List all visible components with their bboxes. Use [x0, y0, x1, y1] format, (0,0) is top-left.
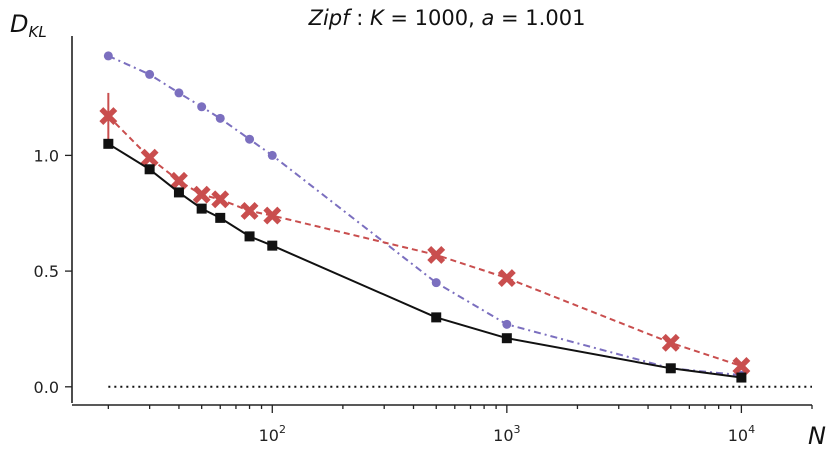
series-group: [99, 51, 751, 383]
y-tick-label: 0.0: [34, 378, 59, 397]
data-point-square: [103, 138, 114, 149]
x-axis-label: N: [808, 422, 826, 450]
chart-title: Zipf : K = 1000, a = 1.001: [308, 6, 586, 30]
data-point-x: [263, 206, 282, 225]
data-point-square: [501, 333, 512, 344]
data-point-circle: [174, 88, 184, 98]
series-line-black-solid-square: [107, 142, 742, 379]
data-point-x: [192, 185, 211, 204]
data-point-circle: [502, 319, 512, 329]
data-point-circle: [197, 102, 207, 112]
axes-group: [65, 36, 813, 413]
data-point-circle: [431, 278, 441, 288]
x-tick-label: 103: [493, 423, 520, 445]
y-tick-label: 0.5: [34, 262, 59, 281]
data-point-square: [431, 312, 442, 323]
x-tick-label: 102: [259, 423, 286, 445]
series-line-red-dashed-x: [107, 115, 742, 367]
y-tick-label: 1.0: [34, 146, 59, 165]
data-point-x: [99, 107, 118, 125]
data-point-square: [144, 164, 155, 175]
data-point-circle: [245, 134, 255, 144]
data-point-x: [240, 201, 259, 220]
data-point-x: [732, 357, 751, 375]
data-point-square: [665, 363, 676, 374]
data-point-x: [211, 190, 230, 209]
data-point-circle: [103, 51, 113, 61]
data-point-square: [736, 372, 747, 383]
data-point-x: [169, 171, 188, 190]
data-point-square: [267, 240, 278, 251]
data-point-square: [244, 231, 255, 242]
data-point-x: [427, 245, 446, 264]
y-axis-label: DKL: [10, 10, 47, 41]
data-point-square: [173, 187, 184, 198]
data-point-circle: [267, 150, 277, 160]
data-point-circle: [215, 113, 225, 123]
data-point-circle: [145, 69, 155, 79]
data-point-x: [140, 148, 159, 167]
data-point-square: [196, 203, 207, 214]
data-point-x: [497, 269, 516, 287]
data-point-square: [215, 212, 226, 223]
data-point-x: [661, 333, 680, 352]
text-group: 0.0 0.5 1.0 102 103 104 Zipf : K = 1000, a = 1…: [10, 6, 826, 450]
x-tick-label: 104: [728, 423, 755, 445]
